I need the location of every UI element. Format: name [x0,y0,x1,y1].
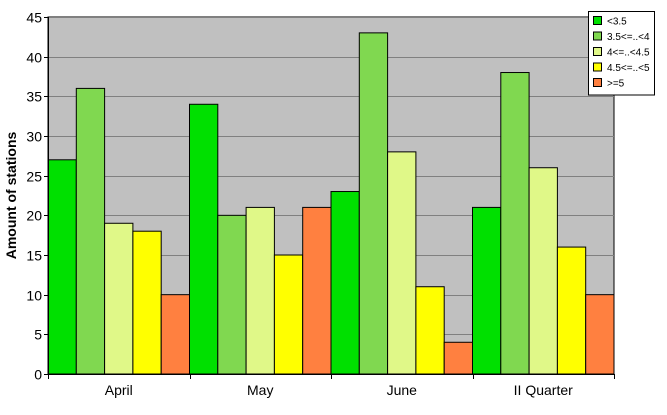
legend-label: 3.5<=..<4 [607,32,650,43]
y-axis-title: Amount of stations [3,132,19,260]
bar-group [330,32,474,375]
y-tick-label: 30 [26,129,42,145]
bar [528,167,558,375]
bar [160,294,190,375]
axes [44,17,615,379]
bar [358,32,389,375]
bar [47,159,77,375]
legend-item: >=5 [593,78,625,90]
bar-group [47,87,190,375]
legend-label: 4.5<=..<5 [607,63,650,74]
x-category-label: II Quarter [514,382,573,398]
bar [387,151,417,375]
bar [500,72,530,375]
y-tick-label: 0 [34,367,42,383]
bar [245,206,275,375]
legend-label: 4<=..<4.5 [607,48,650,59]
y-tick-label: 40 [26,50,42,66]
bar [104,222,134,375]
legend: <3.5 3.5<=..<4 4<=..<4.5 4.5<=..<5 >=5 [588,11,655,96]
y-tick-label: 10 [26,288,42,304]
legend-label: >=5 [607,79,625,90]
y-tick-label: 5 [34,327,42,343]
bar [273,254,304,375]
x-axis-category-labels: April May June II Quarter [105,382,573,398]
bar [556,246,587,375]
legend-item: 4.5<=..<5 [593,62,650,74]
x-category-label: May [247,382,273,398]
bar [585,294,615,375]
legend-label: <3.5 [607,17,627,28]
legend-swatch [593,47,602,56]
legend-item: 4<=..<4.5 [593,47,650,59]
y-tick-label: 15 [26,248,42,264]
legend-item: <3.5 [593,16,627,28]
bar [217,214,247,375]
legend-item: 3.5<=..<4 [593,31,650,43]
bar [443,341,474,375]
bar [132,230,162,375]
bar [472,206,502,375]
bar-group [189,103,332,375]
bar [302,206,332,375]
y-tick-label: 20 [26,208,42,224]
bar [75,87,106,375]
bar [189,103,219,375]
x-category-label: April [105,382,133,398]
bar-group [472,72,615,375]
bar [330,191,360,375]
legend-swatch [593,78,602,87]
y-tick-label: 25 [26,169,42,185]
bars [47,32,615,375]
legend-swatch [593,62,602,72]
legend-swatch [593,16,602,25]
y-axis-tick-labels: 0 5 10 15 20 25 30 35 40 45 [26,10,42,383]
x-category-label: June [387,382,418,398]
legend-swatch [593,31,602,41]
bar [415,286,445,375]
y-tick-label: 45 [26,10,42,26]
y-tick-label: 35 [26,89,42,105]
